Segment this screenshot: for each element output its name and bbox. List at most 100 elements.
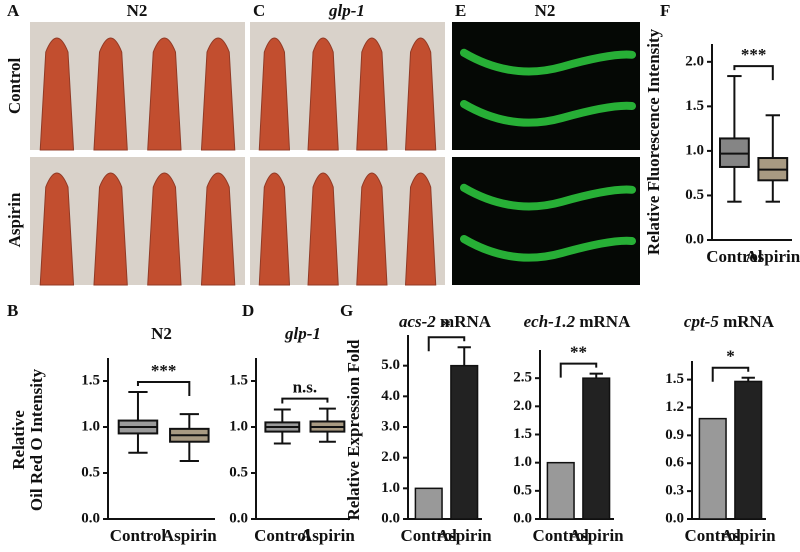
y-tick-label: 1.0 xyxy=(81,418,100,434)
significance-bracket xyxy=(733,65,774,81)
y-tick-label: 0.0 xyxy=(81,510,100,526)
panel-title: N2 xyxy=(127,1,148,20)
panel-label: A xyxy=(7,1,20,20)
significance-bracket xyxy=(136,381,191,397)
worm xyxy=(147,172,182,286)
y-tick-label: 1.5 xyxy=(685,98,704,114)
worm xyxy=(147,37,182,151)
chart-title: cpt-5 mRNA xyxy=(684,312,775,331)
significance-bracket xyxy=(711,366,750,382)
x-tick-label: Control xyxy=(533,526,590,545)
y-tick-label: 0.0 xyxy=(381,510,400,526)
significance: *** xyxy=(741,45,767,64)
worm xyxy=(200,172,236,286)
x-tick-label: Aspirin xyxy=(745,247,800,266)
y-tick-label: 1.5 xyxy=(229,372,248,388)
bar xyxy=(582,377,611,520)
x-tick-label: Aspirin xyxy=(300,526,355,545)
chart-title: N2 xyxy=(151,324,172,343)
y-tick-label: 1.5 xyxy=(513,426,532,442)
title-gene: acs-2 xyxy=(399,312,436,331)
y-tick-label: 1.2 xyxy=(665,399,684,415)
title-gene: ech-1.2 xyxy=(524,312,576,331)
y-axis-label: Oil Red O Intensity xyxy=(27,368,46,511)
image-panels xyxy=(30,22,640,286)
worm xyxy=(258,172,291,286)
worm xyxy=(307,37,339,151)
worm xyxy=(39,37,75,151)
significance-bracket xyxy=(427,336,466,352)
panel-label: E xyxy=(455,1,466,20)
panel-label: B xyxy=(7,301,18,320)
y-tick-label: 0.0 xyxy=(513,510,532,526)
worm xyxy=(460,235,636,262)
worm xyxy=(356,37,388,151)
significance: n.s. xyxy=(293,378,318,397)
y-tick-label: 0.0 xyxy=(665,510,684,526)
y-tick-label: 0.0 xyxy=(685,231,704,247)
bar xyxy=(546,461,575,520)
panel-label: C xyxy=(253,1,265,20)
y-axis-label: Relative Fluorescence Intensity xyxy=(644,28,663,255)
significance: * xyxy=(726,347,735,366)
bar xyxy=(698,417,727,520)
x-tick-label: Control xyxy=(254,526,311,545)
y-tick-label: 0.3 xyxy=(665,483,684,499)
y-tick-label: 1.5 xyxy=(81,372,100,388)
panel-label: F xyxy=(660,1,670,20)
y-tick-label: 5.0 xyxy=(381,357,400,373)
x-tick-label: Control xyxy=(110,526,167,545)
worm xyxy=(258,37,291,151)
x-tick-label: Aspirin xyxy=(569,526,624,545)
micrograph xyxy=(452,22,640,150)
significance: *** xyxy=(151,361,177,380)
y-tick-label: 1.0 xyxy=(513,454,532,470)
title-gene: cpt-5 xyxy=(684,312,719,331)
worm xyxy=(460,183,636,211)
worm xyxy=(460,100,636,127)
chart-title: ech-1.2 mRNA xyxy=(524,312,631,331)
title-suffix: mRNA xyxy=(723,312,775,331)
x-tick-label: Control xyxy=(685,526,742,545)
significance-bracket xyxy=(559,362,598,378)
y-tick-label: 2.0 xyxy=(513,398,532,414)
y-tick-label: 1.0 xyxy=(381,480,400,496)
x-tick-label: Aspirin xyxy=(721,526,776,545)
title-suffix: mRNA xyxy=(579,312,631,331)
y-axis-label: Relative xyxy=(9,410,28,470)
worm xyxy=(93,37,128,151)
worm xyxy=(356,172,388,286)
bar xyxy=(734,380,763,520)
x-tick-label: Control xyxy=(401,526,458,545)
worm xyxy=(404,172,437,286)
worm xyxy=(200,37,236,151)
y-tick-label: 0.5 xyxy=(81,464,100,480)
worm xyxy=(404,37,437,151)
chart-title: acs-2 mRNA xyxy=(399,312,492,331)
x-tick-label: Aspirin xyxy=(437,526,492,545)
panel-label: D xyxy=(242,301,254,320)
bar xyxy=(414,487,443,520)
y-tick-label: 0.5 xyxy=(513,482,532,498)
y-tick-label: 0.0 xyxy=(229,510,248,526)
worm xyxy=(460,48,636,76)
row-label: Aspirin xyxy=(5,192,24,247)
panel-label: G xyxy=(340,301,353,320)
bar xyxy=(450,364,479,520)
y-tick-label: 2.0 xyxy=(381,449,400,465)
x-tick-label: Aspirin xyxy=(162,526,217,545)
y-tick-label: 4.0 xyxy=(381,388,400,404)
y-tick-label: 1.5 xyxy=(665,371,684,387)
panel-title: N2 xyxy=(535,1,556,20)
x-tick-label: Control xyxy=(706,247,763,266)
worm xyxy=(39,172,75,286)
y-tick-label: 2.5 xyxy=(513,370,532,386)
y-tick-label: 1.0 xyxy=(685,142,704,158)
title-suffix: mRNA xyxy=(440,312,492,331)
worm xyxy=(93,172,128,286)
y-tick-label: 1.0 xyxy=(229,418,248,434)
y-tick-label: 3.0 xyxy=(381,418,400,434)
y-axis-label: Relative Expression Fold xyxy=(344,339,363,521)
row-label: Control xyxy=(5,58,24,115)
